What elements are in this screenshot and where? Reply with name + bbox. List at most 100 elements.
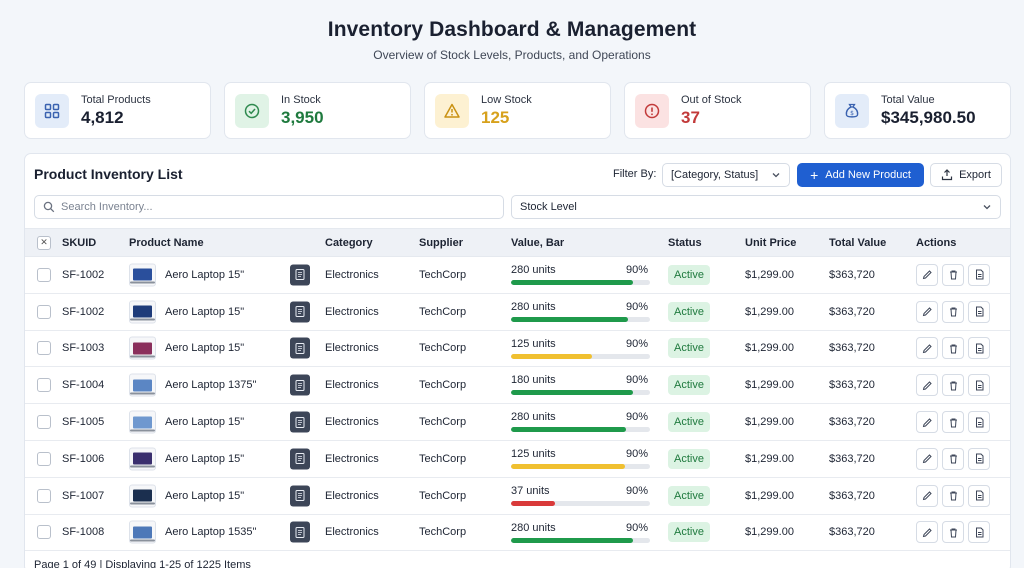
col-supplier[interactable]: Supplier [419, 236, 464, 249]
document-icon[interactable] [290, 337, 310, 359]
percent-label: 90% [626, 337, 649, 350]
delete-icon[interactable] [942, 447, 964, 470]
select-all-checkbox[interactable]: ✕ [37, 235, 51, 250]
col-product-name[interactable]: Product Name [129, 236, 204, 249]
edit-icon[interactable] [916, 374, 938, 397]
product-name-cell: Aero Laptop 1375" [165, 379, 257, 392]
table-row[interactable]: SF-1007 Aero Laptop 15" Electronics Tech… [25, 478, 1010, 515]
add-product-button[interactable]: + Add New Product [797, 163, 924, 187]
row-checkbox[interactable] [37, 488, 51, 503]
delete-icon[interactable] [942, 337, 964, 360]
details-icon[interactable] [968, 447, 990, 470]
product-thumbnail [129, 447, 156, 471]
page-subtitle: Overview of Stock Levels, Products, and … [373, 48, 651, 62]
table-row[interactable]: SF-1005 Aero Laptop 15" Electronics Tech… [25, 404, 1010, 441]
inventory-table: ✕ SKUID Product Name Category Supplier V… [25, 228, 1010, 552]
delete-icon[interactable] [942, 411, 964, 434]
document-icon[interactable] [290, 485, 310, 507]
grid-icon [35, 93, 69, 128]
units-label: 280 units [511, 521, 556, 534]
delete-icon[interactable] [942, 300, 964, 323]
table-header: ✕ SKUID Product Name Category Supplier V… [25, 228, 1010, 257]
total-value-cell: $363,720 [829, 416, 875, 429]
document-icon[interactable] [290, 411, 310, 433]
product-thumbnail [129, 520, 156, 544]
product-thumbnail [129, 336, 156, 360]
delete-icon[interactable] [942, 521, 964, 544]
stat-card: Total Products 4,812 [24, 82, 211, 139]
details-icon[interactable] [968, 300, 990, 323]
export-button[interactable]: Export [930, 163, 1002, 187]
col-skuid[interactable]: SKUID [62, 236, 97, 249]
details-icon[interactable] [968, 484, 990, 507]
status-badge: Active [668, 485, 710, 506]
export-icon [941, 169, 953, 181]
row-checkbox[interactable] [37, 525, 51, 540]
stat-value: 125 [481, 107, 510, 127]
col-value-bar[interactable]: Value, Bar [511, 236, 565, 249]
filter-select[interactable]: [Category, Status] [662, 163, 790, 187]
delete-icon[interactable] [942, 484, 964, 507]
stock-bar [511, 500, 650, 506]
col-unit-price[interactable]: Unit Price [745, 236, 797, 249]
col-category[interactable]: Category [325, 236, 373, 249]
row-checkbox[interactable] [37, 415, 51, 430]
table-row[interactable]: SF-1008 Aero Laptop 1535" Electronics Te… [25, 515, 1010, 552]
export-label: Export [959, 169, 991, 181]
stat-label: Low Stock [481, 93, 532, 106]
details-icon[interactable] [968, 374, 990, 397]
check-circle-icon [235, 93, 269, 128]
row-checkbox[interactable] [37, 378, 51, 393]
filter-label: Filter By: [613, 168, 657, 180]
table-row[interactable]: SF-1004 Aero Laptop 1375" Electronics Te… [25, 367, 1010, 405]
details-icon[interactable] [968, 521, 990, 544]
table-row[interactable]: SF-1003 Aero Laptop 15" Electronics Tech… [25, 331, 1010, 368]
edit-icon[interactable] [916, 411, 938, 434]
add-product-label: Add New Product [825, 169, 911, 181]
details-icon[interactable] [968, 263, 990, 286]
category-cell: Electronics [325, 379, 379, 392]
details-icon[interactable] [968, 411, 990, 434]
stock-level-select[interactable]: Stock Level [511, 195, 1001, 219]
document-icon[interactable] [290, 448, 310, 470]
table-row[interactable]: SF-1006 Aero Laptop 15" Electronics Tech… [25, 441, 1010, 478]
table-row[interactable]: SF-1002 Aero Laptop 15" Electronics Tech… [25, 294, 1010, 331]
search-input[interactable] [61, 201, 461, 213]
delete-icon[interactable] [942, 374, 964, 397]
delete-icon[interactable] [942, 263, 964, 286]
col-total-value[interactable]: Total Value [829, 236, 887, 249]
table-row[interactable]: SF-1002 Aero Laptop 15" Electronics Tech… [25, 257, 1010, 294]
details-icon[interactable] [968, 337, 990, 360]
row-checkbox[interactable] [37, 341, 51, 356]
edit-icon[interactable] [916, 263, 938, 286]
row-checkbox[interactable] [37, 267, 51, 282]
document-icon[interactable] [290, 374, 310, 396]
row-checkbox[interactable] [37, 304, 51, 319]
sku-cell: SF-1008 [62, 526, 105, 539]
status-badge: Active [668, 264, 710, 285]
edit-icon[interactable] [916, 337, 938, 360]
stock-bar [511, 316, 650, 322]
panel-title: Product Inventory List [34, 166, 183, 182]
search-box[interactable] [34, 195, 504, 219]
stat-label: Total Products [81, 93, 151, 106]
sku-cell: SF-1006 [62, 452, 105, 465]
col-status[interactable]: Status [668, 236, 702, 249]
stat-value: 3,950 [281, 107, 324, 127]
edit-icon[interactable] [916, 521, 938, 544]
units-label: 280 units [511, 300, 556, 313]
total-value-cell: $363,720 [829, 452, 875, 465]
document-icon[interactable] [290, 301, 310, 323]
sku-cell: SF-1005 [62, 416, 105, 429]
category-cell: Electronics [325, 416, 379, 429]
status-badge: Active [668, 301, 710, 322]
status-badge: Active [668, 375, 710, 396]
edit-icon[interactable] [916, 300, 938, 323]
row-checkbox[interactable] [37, 451, 51, 466]
stat-card: In Stock 3,950 [224, 82, 411, 139]
stock-bar [511, 463, 650, 469]
document-icon[interactable] [290, 264, 310, 286]
edit-icon[interactable] [916, 484, 938, 507]
document-icon[interactable] [290, 521, 310, 543]
edit-icon[interactable] [916, 447, 938, 470]
